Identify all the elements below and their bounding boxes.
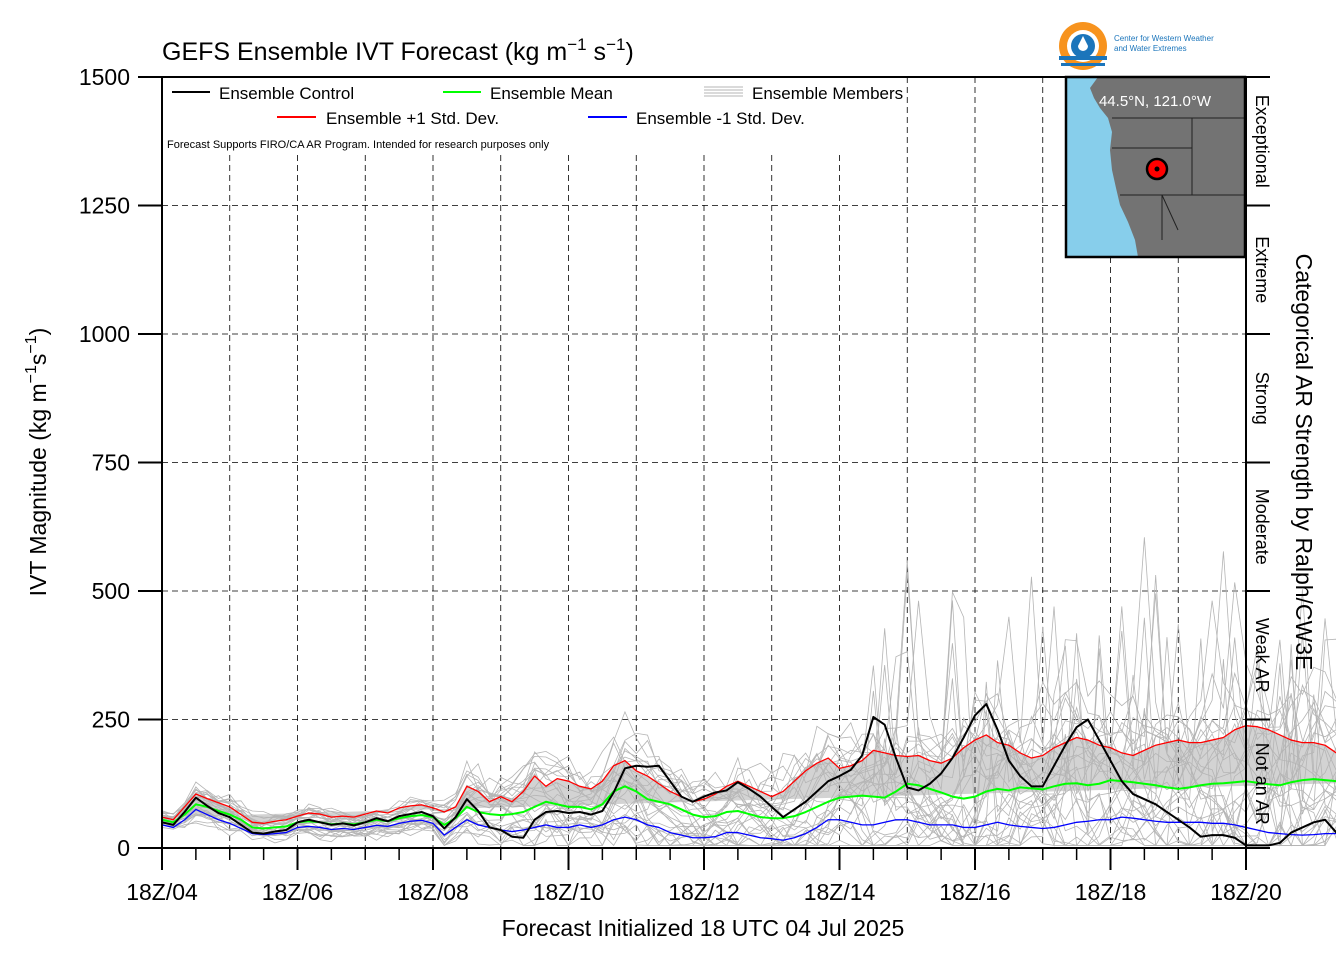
right-axis-label: Categorical AR Strength by Ralph/CW3E [1291,254,1317,671]
legend: Ensemble Control Ensemble Mean Ensemble … [167,84,903,151]
title-end: ) [625,38,633,66]
ensemble-member-line [161,660,1336,846]
ensemble-member-line [161,710,1336,846]
ensemble-member-line [161,659,1336,839]
y-tick-label: 250 [92,707,130,733]
x-tick-label: 18Z/18 [1075,879,1147,905]
ensemble-member-line [161,690,1336,847]
legend-label-minus-std: Ensemble -1 Std. Dev. [636,109,805,128]
ensemble-member-line [161,606,1336,846]
y-tick-label: 1000 [79,321,130,347]
cw3e-logo: Center for Western Weather and Water Ext… [1059,22,1214,70]
y-tick-label: 750 [92,450,130,476]
x-tick-label: 18Z/06 [262,879,334,905]
ensemble-member-line [161,600,1336,847]
spread-fill [162,725,1336,824]
logo-text-line1: Center for Western Weather [1114,34,1214,43]
title-sup2: −1 [606,35,625,54]
ensemble-member-line [161,600,1336,837]
series-line-mean [161,778,1336,830]
ensemble-members [161,537,1336,847]
legend-label-members: Ensemble Members [752,84,903,103]
research-note: Forecast Supports FIRO/CA AR Program. In… [167,139,550,151]
ensemble-member-line [161,572,1336,846]
legend-label-mean: Ensemble Mean [490,84,613,103]
ar-category-label: Strong [1252,372,1272,425]
x-tick-label: 18Z/12 [668,879,740,905]
plot-area: 0 250 500 750 1000 1250 1500 18Z/04 18Z/06 18Z/08… [79,64,1336,905]
x-tick-label: 18Z/14 [804,879,876,905]
inset-location-label: 44.5°N, 121.0°W [1099,93,1212,110]
ar-category-label: Weak AR [1252,618,1272,693]
series-line-plus_std [161,725,1336,824]
series-line-control [161,703,1336,847]
title-main: GEFS Ensemble IVT Forecast (kg m [162,38,567,66]
ensemble-member-line [161,576,1336,847]
x-tick-label: 18Z/16 [939,879,1011,905]
chart-title: GEFS Ensemble IVT Forecast (kg m−1 s−1) [162,35,634,66]
title-sup1: −1 [567,35,586,54]
y-tick-label: 1500 [79,64,130,90]
x-tick-label: 18Z/20 [1210,879,1282,905]
x-tick-label: 18Z/10 [533,879,605,905]
ensemble-member-line [161,560,1336,846]
ar-category-label: Exceptional [1252,95,1272,188]
location-inset-map: 44.5°N, 121.0°W [1064,75,1247,259]
y-axis-label: IVT Magnitude (kg m−1s−1) [23,328,51,597]
series-line-minus_std [161,808,1336,841]
y-tick-label: 500 [92,578,130,604]
x-axis-label: Forecast Initialized 18 UTC 04 Jul 2025 [502,915,905,941]
legend-label-plus-std: Ensemble +1 Std. Dev. [326,109,499,128]
title-mid: s [587,38,606,66]
y-tick-label: 0 [117,835,130,861]
ar-category-label: Moderate [1252,489,1272,565]
logo-text-line2: and Water Extremes [1114,44,1187,53]
x-tick-label: 18Z/08 [397,879,469,905]
ensemble-member-line [161,659,1336,847]
ensemble-member-line [161,635,1336,846]
inset-borders [1112,117,1245,240]
ensemble-member-line [161,591,1336,847]
ensemble-member-line [161,680,1336,846]
legend-swatch-members [704,86,743,97]
ar-category-label: Extreme [1252,236,1272,303]
x-tick-label: 18Z/04 [126,879,198,905]
ar-category-label: Not an AR [1252,743,1272,825]
y-tick-label: 1250 [79,193,130,219]
legend-label-control: Ensemble Control [219,84,354,103]
